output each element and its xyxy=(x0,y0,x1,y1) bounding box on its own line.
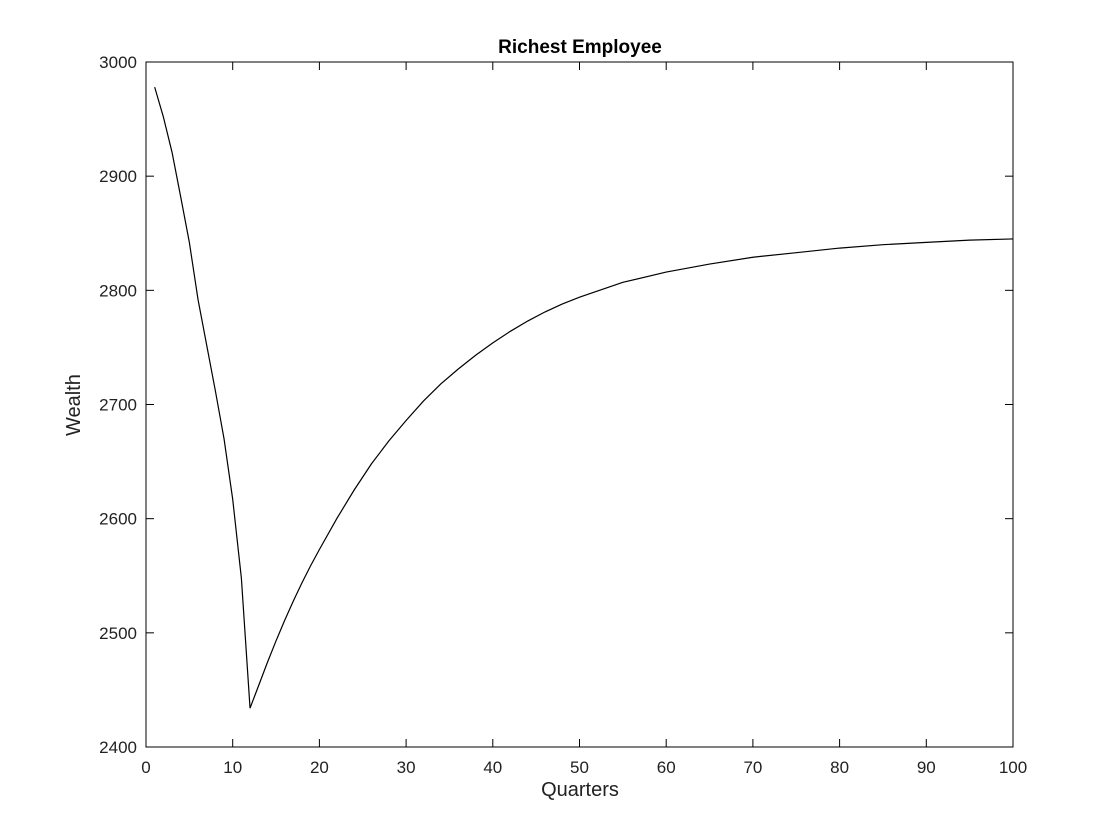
plot-frame xyxy=(145,61,1014,748)
x-tick-label: 90 xyxy=(917,758,936,777)
y-tick-label: 2600 xyxy=(99,510,137,529)
x-tick-label: 100 xyxy=(999,758,1027,777)
axis-tick-labels: 0 10 20 30 40 50 60 70 80 90 100 2400 2500 2600 2700 28… xyxy=(99,53,1027,777)
y-tick-label: 2800 xyxy=(99,281,137,300)
series-line xyxy=(154,86,1014,709)
x-tick-label: 80 xyxy=(830,758,849,777)
x-tick-label: 10 xyxy=(223,758,242,777)
x-tick-label: 50 xyxy=(570,758,589,777)
y-tick-label: 2700 xyxy=(99,396,137,415)
y-tick-label: 2400 xyxy=(99,738,137,757)
x-tick-label: 0 xyxy=(141,758,150,777)
x-axis-label: Quarters xyxy=(541,779,619,801)
x-tick-label: 30 xyxy=(397,758,416,777)
y-tick-label: 3000 xyxy=(99,53,137,72)
chart-title: Richest Employee xyxy=(498,37,662,58)
x-tick-label: 40 xyxy=(483,758,502,777)
y-tick-label: 2900 xyxy=(99,167,137,186)
axis-ticks xyxy=(145,61,1014,748)
y-axis-label: Wealth xyxy=(63,374,85,436)
y-tick-label: 2500 xyxy=(99,624,137,643)
x-tick-label: 70 xyxy=(743,758,762,777)
x-tick-label: 20 xyxy=(310,758,329,777)
x-tick-label: 60 xyxy=(657,758,676,777)
